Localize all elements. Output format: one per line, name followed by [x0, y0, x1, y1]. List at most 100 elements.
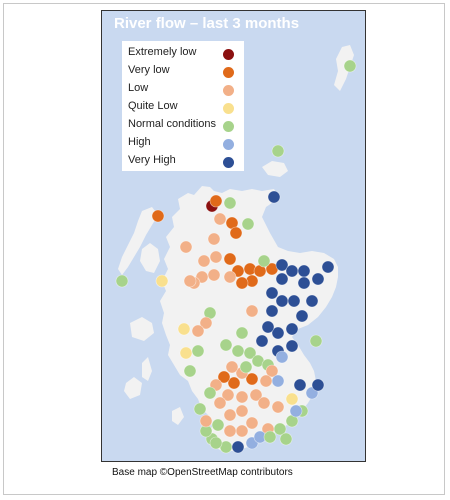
river-station-marker: [245, 304, 259, 318]
river-station-marker: [271, 144, 285, 158]
map-title: River flow – last 3 months: [114, 15, 300, 32]
legend-item: Quite Low: [122, 99, 244, 117]
legend-swatch: [223, 85, 234, 96]
river-station-marker: [285, 322, 299, 336]
river-station-marker: [183, 364, 197, 378]
river-station-marker: [193, 402, 207, 416]
river-station-marker: [257, 254, 271, 268]
river-station-marker: [243, 346, 257, 360]
river-station-marker: [231, 440, 245, 454]
legend-item: Extremely low: [122, 45, 244, 63]
legend-swatch: [223, 121, 234, 132]
legend-label: Extremely low: [128, 46, 197, 58]
legend-label: High: [128, 136, 151, 148]
river-station-marker: [199, 316, 213, 330]
river-station-marker: [297, 276, 311, 290]
river-station-marker: [245, 372, 259, 386]
river-station-marker: [309, 334, 323, 348]
legend-label: Very low: [128, 64, 170, 76]
legend-label: Normal conditions: [128, 118, 217, 130]
river-station-marker: [223, 252, 237, 266]
legend-label: Very High: [128, 154, 176, 166]
river-station-marker: [263, 430, 277, 444]
river-station-marker: [285, 392, 299, 406]
legend: Extremely low Very low Low Quite Low Normal …: [122, 41, 244, 171]
river-station-marker: [265, 286, 279, 300]
map-panel: River flow – last 3 months Extremely low…: [101, 10, 366, 462]
legend-swatch: [223, 67, 234, 78]
arran-island: [172, 407, 184, 425]
legend-label: Low: [128, 82, 149, 94]
river-station-marker: [235, 390, 249, 404]
river-station-marker: [151, 209, 165, 223]
legend-label: Quite Low: [128, 100, 178, 112]
river-station-marker: [245, 416, 259, 430]
river-station-marker: [207, 232, 221, 246]
river-station-marker: [203, 386, 217, 400]
river-station-marker: [295, 309, 309, 323]
river-station-marker: [217, 370, 231, 384]
river-station-marker: [257, 396, 271, 410]
river-station-marker: [209, 250, 223, 264]
river-station-marker: [275, 272, 289, 286]
river-station-marker: [261, 320, 275, 334]
river-station-marker: [231, 344, 245, 358]
mull-island: [130, 317, 154, 341]
jura-island: [142, 357, 152, 381]
river-station-marker: [275, 258, 289, 272]
river-station-marker: [115, 274, 129, 288]
river-station-marker: [213, 212, 227, 226]
river-station-marker: [285, 264, 299, 278]
orkney-islands: [262, 161, 288, 177]
legend-item: High: [122, 135, 244, 153]
islay-island: [124, 377, 142, 399]
river-station-marker: [223, 270, 237, 284]
river-station-marker: [207, 268, 221, 282]
legend-item: Low: [122, 81, 244, 99]
river-station-marker: [271, 374, 285, 388]
river-station-marker: [285, 339, 299, 353]
river-station-marker: [177, 322, 191, 336]
river-station-marker: [249, 388, 263, 402]
river-station-marker: [271, 326, 285, 340]
river-station-marker: [311, 272, 325, 286]
river-station-marker: [209, 194, 223, 208]
river-station-marker: [287, 294, 301, 308]
river-station-marker: [221, 388, 235, 402]
river-station-marker: [191, 324, 205, 338]
river-station-marker: [179, 346, 193, 360]
legend-swatch: [223, 139, 234, 150]
river-station-marker: [297, 264, 311, 278]
river-station-marker: [225, 360, 239, 374]
river-station-marker: [275, 294, 289, 308]
river-station-marker: [197, 254, 211, 268]
river-station-marker: [235, 276, 249, 290]
river-station-marker: [191, 344, 205, 358]
river-station-marker: [267, 190, 281, 204]
river-station-marker: [235, 424, 249, 438]
river-station-marker: [155, 274, 169, 288]
river-station-marker: [235, 404, 249, 418]
river-station-marker: [179, 240, 193, 254]
river-station-marker: [279, 432, 293, 446]
river-station-marker: [235, 326, 249, 340]
river-station-marker: [199, 414, 213, 428]
legend-swatch: [223, 157, 234, 168]
legend-item: Normal conditions: [122, 117, 244, 135]
river-station-marker: [223, 196, 237, 210]
skye-island: [140, 243, 160, 273]
river-station-marker: [293, 378, 307, 392]
river-station-marker: [265, 304, 279, 318]
river-station-marker: [311, 378, 325, 392]
legend-swatch: [223, 103, 234, 114]
legend-swatch: [223, 49, 234, 60]
river-station-marker: [211, 418, 225, 432]
river-station-marker: [259, 374, 273, 388]
river-station-marker: [265, 364, 279, 378]
scotland-map: [115, 45, 357, 454]
river-station-marker: [305, 294, 319, 308]
legend-item: Very low: [122, 63, 244, 81]
river-station-marker: [223, 408, 237, 422]
river-station-marker: [219, 338, 233, 352]
river-station-marker: [289, 404, 303, 418]
